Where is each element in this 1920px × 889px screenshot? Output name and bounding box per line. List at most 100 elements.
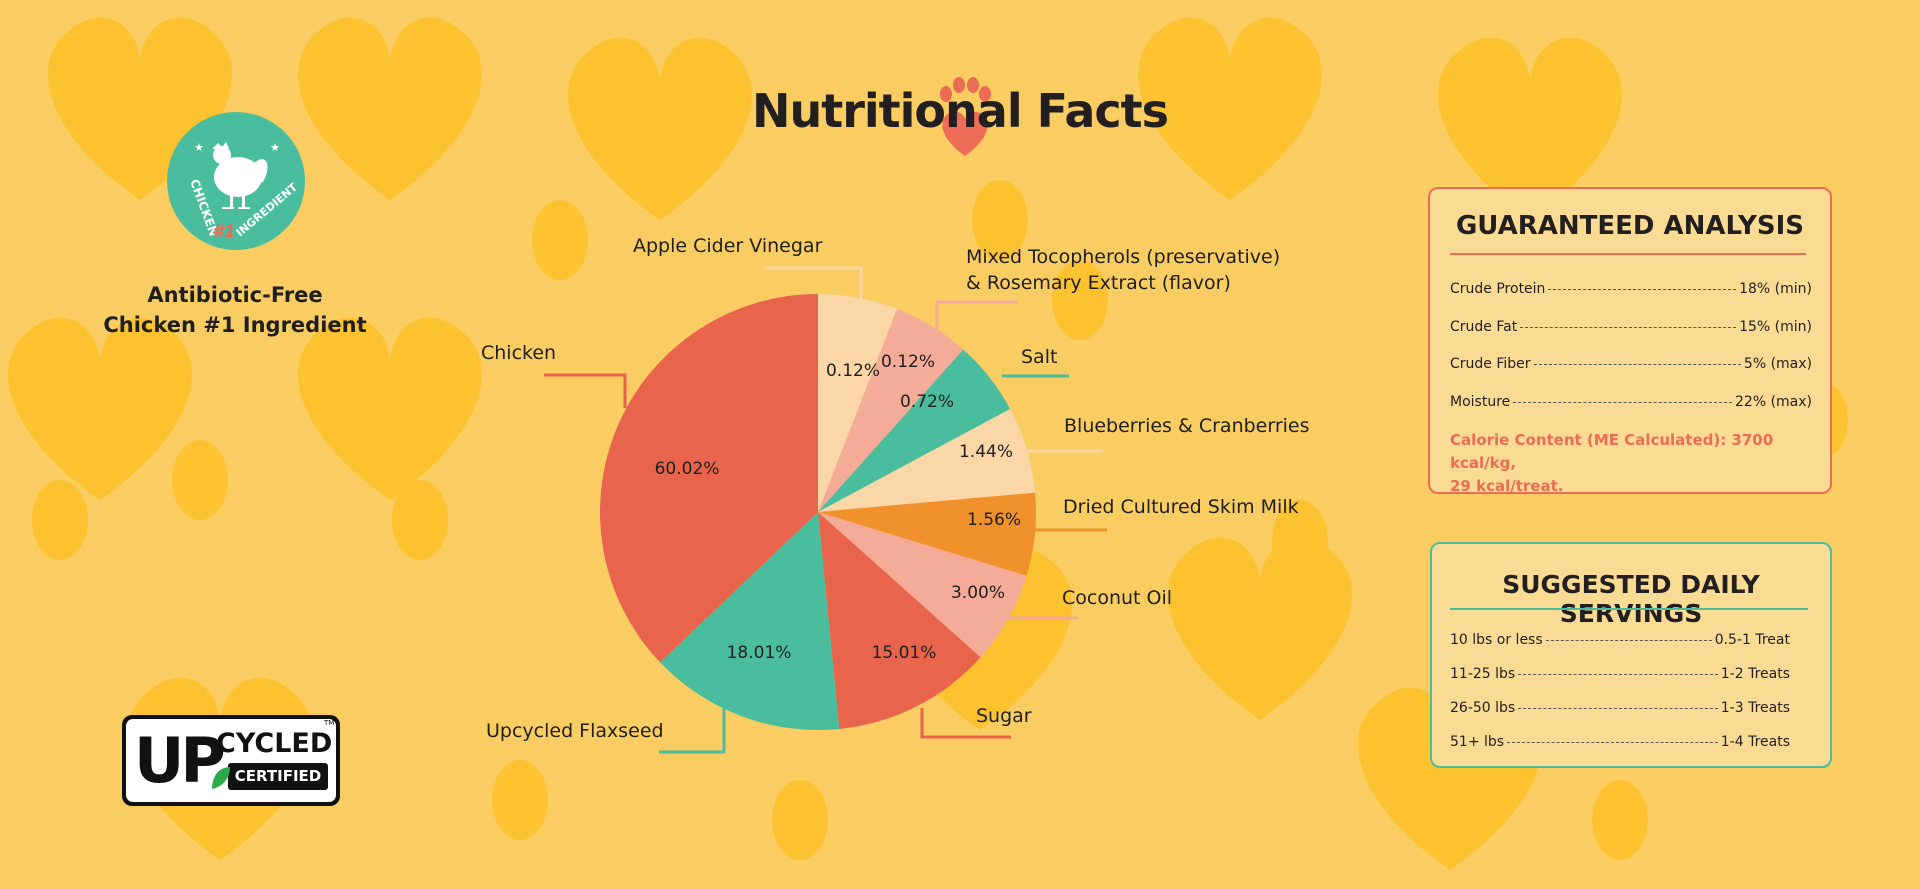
- paw-pattern-icon: [532, 200, 588, 280]
- leader-line: [920, 708, 1011, 739]
- logo-tm: TM: [324, 719, 335, 727]
- slice-value-label: 0.12%: [825, 361, 881, 381]
- slice-value-label: 18.01%: [726, 643, 792, 663]
- pie-slice-upcycled-flaxseed: [660, 512, 840, 730]
- slice-name-line1: Apple Cider Vinegar: [633, 235, 823, 257]
- leaf-icon: [212, 767, 230, 789]
- slice-value-label: 1.44%: [958, 442, 1014, 462]
- divider: [1450, 253, 1806, 255]
- slice-name-line1: Mixed Tocopherols (preservative): [966, 246, 1281, 268]
- paw-pattern-icon: [1052, 260, 1108, 340]
- row-value: 18% (min): [1739, 281, 1812, 297]
- row-value: 22% (max): [1735, 393, 1812, 410]
- heart-pattern-icon: [568, 37, 752, 221]
- dot-leader: [1518, 708, 1718, 709]
- page-title: Nutritional Facts: [751, 84, 1169, 138]
- slice-name-label: Sugar: [976, 703, 1032, 729]
- pie-slice-salt: [818, 349, 1011, 512]
- guaranteed-analysis-panel: GUARANTEED ANALYSIS Crude Protein 18% (mi…: [1428, 187, 1832, 495]
- slice-name-line1: Dried Cultured Skim Milk: [1063, 496, 1299, 518]
- slice-value-label: 0.12%: [880, 352, 936, 372]
- row-label: 11-25 lbs: [1450, 666, 1516, 682]
- dot-leader: [1518, 674, 1718, 675]
- row-label: 26-50 lbs: [1450, 700, 1516, 716]
- heart-pattern-icon: [1138, 17, 1322, 201]
- table-row: Moisture 22% (max): [1450, 394, 1812, 410]
- upcycled-certified-logo: UP CYCLED CERTIFIED TM: [122, 715, 340, 806]
- row-label: Crude Protein: [1450, 281, 1546, 297]
- leader-line: [659, 700, 726, 754]
- calorie-content: Calorie Content (ME Calculated): 3700 kc…: [1450, 429, 1820, 498]
- heart-pattern-icon: [1438, 37, 1622, 221]
- calorie-line2: 29 kcal/treat.: [1450, 477, 1564, 495]
- guaranteed-analysis-title: GUARANTEED ANALYSIS: [1455, 211, 1805, 241]
- slice-value-label: 60.02%: [654, 459, 720, 479]
- slice-name-line1: Coconut Oil: [1062, 587, 1173, 609]
- svg-text:★: ★: [194, 141, 204, 154]
- dot-leader: [1545, 640, 1712, 641]
- row-value: 5% (max): [1743, 356, 1812, 372]
- row-label: Crude Fiber: [1450, 356, 1531, 372]
- slice-name-label: Coconut Oil: [1062, 585, 1172, 611]
- row-value: 1-4 Treats: [1720, 734, 1790, 750]
- row-value: 1-2 Treats: [1720, 666, 1790, 682]
- row-label: Crude Fat: [1450, 318, 1518, 335]
- pie-slice-dried-cultured-skim-milk: [818, 492, 1036, 576]
- suggested-servings-panel: SUGGESTED DAILY SERVINGS 10 lbs or less 0…: [1430, 542, 1832, 768]
- slice-name-line1: Upcycled Flaxseed: [486, 720, 664, 742]
- table-row: 51+ lbs 1-4 Treats: [1450, 734, 1790, 750]
- slice-value-label: 0.72%: [899, 392, 955, 412]
- dot-leader: [1548, 289, 1737, 290]
- paw-pattern-icon: [492, 760, 548, 840]
- divider: [1450, 608, 1808, 610]
- dot-leader: [1513, 401, 1732, 403]
- badge-caption-line1: Antibiotic-Free: [147, 283, 323, 307]
- slice-name-label: Blueberries & Cranberries: [1064, 413, 1310, 439]
- table-row: 11-25 lbs 1-2 Treats: [1450, 666, 1790, 682]
- paw-pattern-icon: [32, 480, 88, 560]
- slice-name-line1: Salt: [1021, 346, 1058, 368]
- dot-leader: [1533, 364, 1741, 365]
- slice-name-label: Apple Cider Vinegar: [633, 233, 822, 259]
- slice-value-label: 3.00%: [950, 583, 1006, 603]
- heart-pattern-icon: [298, 317, 482, 500]
- logo-certified: CERTIFIED: [228, 763, 328, 790]
- row-label: 51+ lbs: [1450, 734, 1505, 750]
- row-value: 15% (min): [1739, 318, 1812, 335]
- slice-value-label: 1.56%: [966, 510, 1022, 530]
- leader-line: [544, 373, 627, 408]
- leader-line: [765, 266, 863, 298]
- pie-slice-mixed-tocopherols-preservative-: [818, 308, 964, 512]
- pie-slice-apple-cider-vinegar: [818, 294, 898, 512]
- table-row: 26-50 lbs 1-3 Treats: [1450, 700, 1790, 716]
- table-row: Crude Protein 18% (min): [1450, 281, 1812, 297]
- heart-pattern-icon: [298, 17, 482, 201]
- slice-name-label: Dried Cultured Skim Milk: [1063, 494, 1299, 520]
- chicken-icon: [212, 142, 268, 209]
- dot-leader: [1507, 742, 1718, 743]
- paw-pattern-icon: [392, 480, 448, 560]
- paw-pattern-icon: [772, 780, 828, 860]
- slice-name-label: Upcycled Flaxseed: [486, 718, 664, 744]
- calorie-line1: Calorie Content (ME Calculated): 3700 kc…: [1450, 431, 1774, 472]
- logo-up: UP: [134, 724, 226, 797]
- row-label: Moisture: [1450, 393, 1511, 410]
- pie-slice-sugar: [818, 512, 981, 729]
- badge-number: #1: [212, 222, 236, 242]
- chicken-badge: ★ ★ CHICKEN #1 INGREDIENT: [167, 112, 305, 250]
- table-row: Crude Fat 15% (min): [1450, 319, 1812, 335]
- slice-name-label: Salt: [1021, 344, 1057, 370]
- badge-caption-line2: Chicken #1 Ingredient: [103, 313, 367, 337]
- dot-leader: [1520, 326, 1737, 328]
- slice-name-label: Mixed Tocopherols (preservative) & Rosema…: [966, 244, 1280, 296]
- heart-pattern-icon: [8, 317, 192, 500]
- leader-line: [935, 300, 1018, 330]
- paw-pattern-icon: [1592, 780, 1648, 860]
- pie-slice-blueberries-cranberries: [818, 408, 1036, 512]
- logo-cycled: CYCLED: [216, 728, 333, 759]
- paw-pattern-icon: [972, 180, 1028, 260]
- paw-pattern-icon: [172, 440, 228, 520]
- table-row: Crude Fiber 5% (max): [1450, 356, 1812, 372]
- suggested-servings-title: SUGGESTED DAILY SERVINGS: [1502, 570, 1760, 628]
